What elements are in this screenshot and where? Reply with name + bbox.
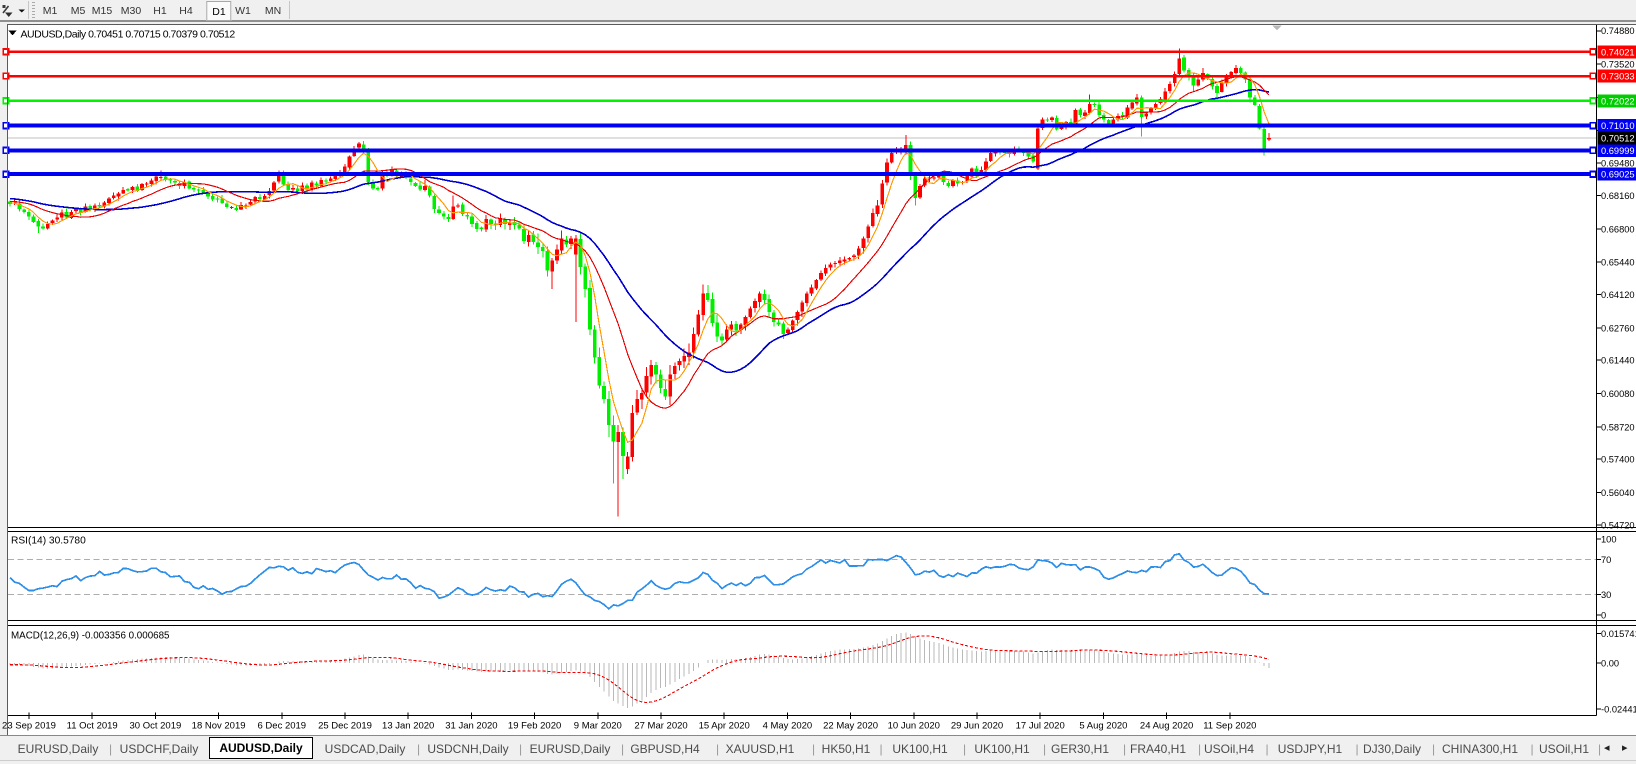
- svg-text:0.61440: 0.61440: [1601, 356, 1635, 366]
- svg-text:0.62760: 0.62760: [1601, 323, 1635, 333]
- svg-text:0.74880: 0.74880: [1601, 26, 1635, 36]
- svg-text:22 May 2020: 22 May 2020: [823, 721, 878, 732]
- svg-text:0: 0: [1601, 611, 1606, 621]
- svg-text:0.65440: 0.65440: [1601, 258, 1635, 268]
- svg-text:-0.02441: -0.02441: [1601, 704, 1636, 714]
- svg-text:27 Mar 2020: 27 Mar 2020: [634, 721, 687, 732]
- svg-text:RSI(14) 30.5780: RSI(14) 30.5780: [11, 536, 86, 547]
- svg-text:MACD(12,26,9) -0.003356 0.0006: MACD(12,26,9) -0.003356 0.000685: [11, 631, 170, 642]
- svg-text:0.015741: 0.015741: [1601, 629, 1636, 639]
- svg-text:70: 70: [1601, 555, 1611, 565]
- svg-text:13 Jan 2020: 13 Jan 2020: [382, 721, 434, 732]
- svg-text:0.60080: 0.60080: [1601, 389, 1635, 399]
- svg-text:11 Oct 2019: 11 Oct 2019: [67, 721, 118, 732]
- svg-text:30: 30: [1601, 590, 1611, 600]
- svg-text:0.57400: 0.57400: [1601, 455, 1635, 465]
- svg-text:0.70512: 0.70512: [1601, 133, 1635, 143]
- svg-text:0.58720: 0.58720: [1601, 422, 1635, 432]
- svg-text:4 May 2020: 4 May 2020: [763, 721, 813, 732]
- svg-text:0.73033: 0.73033: [1601, 72, 1635, 82]
- svg-text:0.54720: 0.54720: [1601, 520, 1635, 530]
- svg-text:0.56040: 0.56040: [1601, 488, 1635, 498]
- svg-text:23 Sep 2019: 23 Sep 2019: [2, 721, 56, 732]
- svg-text:24 Aug 2020: 24 Aug 2020: [1140, 721, 1193, 732]
- svg-text:0.00: 0.00: [1601, 659, 1619, 669]
- svg-text:0.74021: 0.74021: [1601, 47, 1635, 57]
- svg-text:0.64120: 0.64120: [1601, 290, 1635, 300]
- svg-text:31 Jan 2020: 31 Jan 2020: [445, 721, 497, 732]
- svg-text:0.69480: 0.69480: [1601, 159, 1635, 169]
- svg-text:0.66800: 0.66800: [1601, 224, 1635, 234]
- svg-text:0.72022: 0.72022: [1601, 96, 1635, 106]
- svg-text:5 Aug 2020: 5 Aug 2020: [1079, 721, 1127, 732]
- svg-text:29 Jun 2020: 29 Jun 2020: [951, 721, 1003, 732]
- svg-text:0.69025: 0.69025: [1601, 170, 1635, 180]
- svg-text:18 Nov 2019: 18 Nov 2019: [192, 721, 246, 732]
- svg-text:15 Apr 2020: 15 Apr 2020: [699, 721, 750, 732]
- svg-text:25 Dec 2019: 25 Dec 2019: [318, 721, 372, 732]
- svg-text:0.69999: 0.69999: [1601, 146, 1635, 156]
- svg-text:0.73520: 0.73520: [1601, 60, 1635, 70]
- svg-text:10 Jun 2020: 10 Jun 2020: [888, 721, 940, 732]
- svg-text:19 Feb 2020: 19 Feb 2020: [508, 721, 561, 732]
- svg-text:30 Oct 2019: 30 Oct 2019: [130, 721, 182, 732]
- svg-text:100: 100: [1601, 535, 1617, 545]
- svg-text:0.71010: 0.71010: [1601, 121, 1635, 131]
- svg-text:AUDUSD,Daily 0.70451 0.70715: AUDUSD,Daily 0.70451 0.70715 0.70379 0.7…: [21, 29, 236, 41]
- svg-text:6 Dec 2019: 6 Dec 2019: [258, 721, 307, 732]
- svg-text:11 Sep 2020: 11 Sep 2020: [1203, 721, 1256, 732]
- svg-text:9 Mar 2020: 9 Mar 2020: [574, 721, 622, 732]
- svg-text:0.68160: 0.68160: [1601, 191, 1635, 201]
- svg-text:17 Jul 2020: 17 Jul 2020: [1016, 721, 1065, 732]
